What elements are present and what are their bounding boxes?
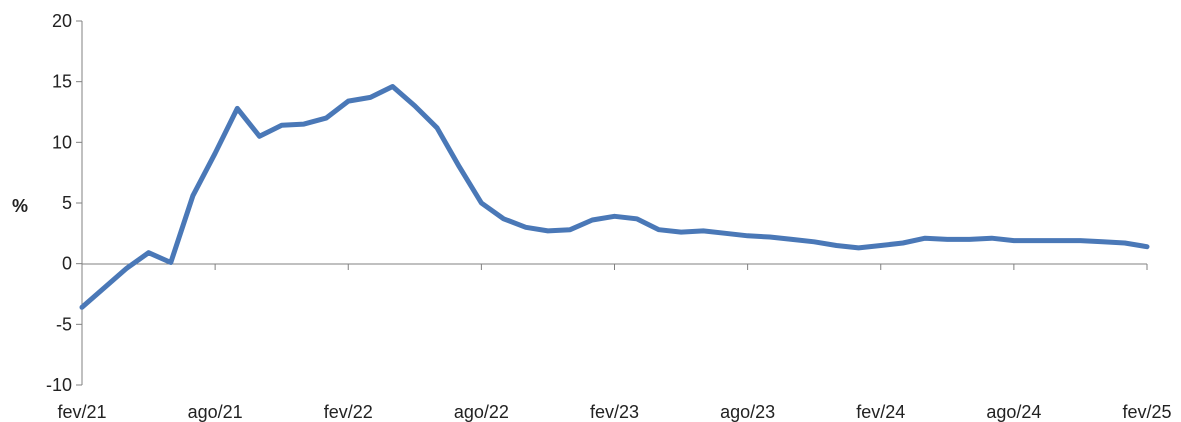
data-point <box>324 116 329 121</box>
data-point <box>568 227 573 232</box>
data-point <box>967 237 972 242</box>
data-point <box>80 305 85 310</box>
data-point <box>945 237 950 242</box>
data-point <box>479 201 484 206</box>
y-tick-label: 10 <box>52 132 72 152</box>
data-point <box>1011 238 1016 243</box>
data-point <box>146 250 151 255</box>
data-point <box>457 164 462 169</box>
y-tick-label: 20 <box>52 11 72 31</box>
data-point <box>923 236 928 241</box>
data-point <box>878 243 883 248</box>
series-line <box>79 84 1150 310</box>
data-point <box>612 214 617 219</box>
y-tick-label: 15 <box>52 72 72 92</box>
x-tick-label: fev/25 <box>1122 402 1171 422</box>
data-point <box>1078 238 1083 243</box>
data-point <box>679 230 684 235</box>
data-point <box>767 235 772 240</box>
data-point <box>168 260 173 265</box>
y-tick-label: 5 <box>62 193 72 213</box>
data-point <box>723 231 728 236</box>
x-tick-label: ago/22 <box>454 402 509 422</box>
y-tick-label: 0 <box>62 254 72 274</box>
data-point <box>368 95 373 100</box>
data-point <box>1056 238 1061 243</box>
data-point <box>900 241 905 246</box>
data-point <box>257 134 262 139</box>
data-point <box>279 123 284 128</box>
x-tick-label: ago/23 <box>720 402 775 422</box>
x-tick-label: fev/22 <box>324 402 373 422</box>
data-point <box>523 225 528 230</box>
data-point <box>545 228 550 233</box>
data-point <box>634 216 639 221</box>
data-point <box>656 227 661 232</box>
data-point <box>812 239 817 244</box>
x-tick-label: fev/23 <box>590 402 639 422</box>
axes-layer <box>76 20 1148 386</box>
data-point <box>412 103 417 108</box>
data-point <box>435 125 440 130</box>
y-tick-label: -10 <box>46 375 72 395</box>
data-point <box>856 245 861 250</box>
data-point <box>701 228 706 233</box>
data-point <box>790 237 795 242</box>
x-tick-label: fev/24 <box>856 402 905 422</box>
data-point <box>301 122 306 127</box>
data-point <box>1100 239 1105 244</box>
data-point <box>745 233 750 238</box>
x-tick-label: ago/21 <box>188 402 243 422</box>
labels-layer: % -10 -5 0 5 10 15 20 fev/21 ago/21 fev/22 ago/22 f… <box>12 11 1172 422</box>
data-point <box>235 106 240 111</box>
data-point <box>590 218 595 223</box>
y-axis-title: % <box>12 196 28 216</box>
data-point <box>346 99 351 104</box>
y-tick-label: -5 <box>56 314 72 334</box>
data-point <box>124 266 129 271</box>
data-point <box>501 216 506 221</box>
data-point <box>1034 238 1039 243</box>
data-point <box>1122 241 1127 246</box>
data-point <box>989 236 994 241</box>
data-point <box>834 243 839 248</box>
x-tick-label: fev/21 <box>57 402 106 422</box>
data-point <box>190 193 195 198</box>
data-point <box>390 84 395 89</box>
line-layer <box>79 84 1150 310</box>
data-point <box>213 151 218 156</box>
x-tick-label: ago/24 <box>986 402 1041 422</box>
data-point <box>102 285 107 290</box>
data-point <box>1145 244 1150 249</box>
